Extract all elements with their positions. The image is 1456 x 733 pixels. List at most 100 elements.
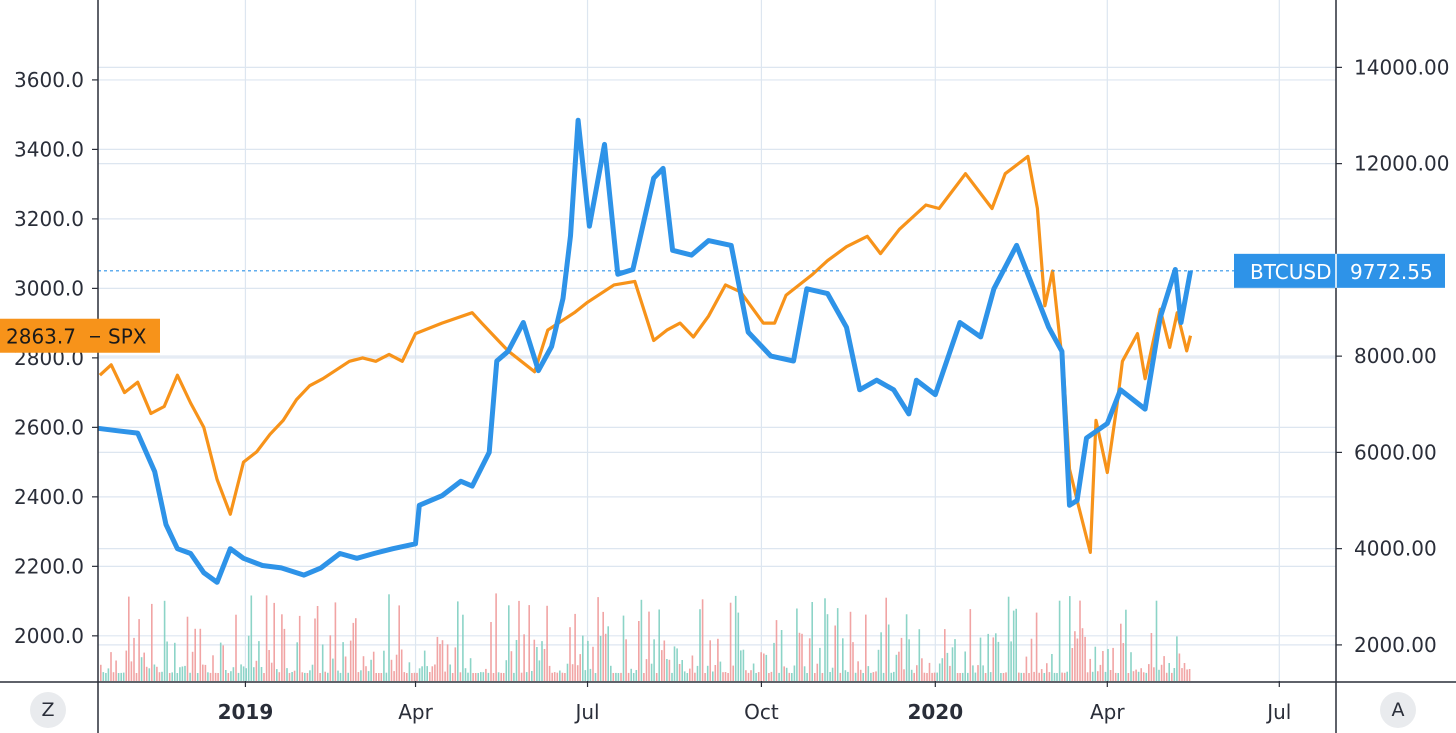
- volume-bar: [944, 629, 946, 681]
- volume-bar: [898, 651, 900, 681]
- volume-bar: [655, 673, 658, 681]
- volume-bar: [520, 672, 523, 681]
- volume-bar: [115, 660, 117, 681]
- volume-bar: [1186, 669, 1188, 681]
- volume-bar: [852, 642, 854, 681]
- volume-bar: [579, 654, 581, 681]
- volume-bar: [885, 597, 887, 681]
- volume-bar: [1140, 668, 1142, 681]
- volume-bar: [566, 663, 569, 681]
- log-scale-button-left[interactable]: Z: [30, 692, 66, 728]
- volume-bar: [288, 673, 291, 681]
- volume-bar: [610, 665, 612, 681]
- volume-bar: [1178, 653, 1181, 681]
- volume-bar: [487, 672, 490, 681]
- volume-bar: [689, 668, 691, 681]
- volume-bar: [768, 673, 770, 681]
- volume-bar: [196, 673, 199, 681]
- volume-bar: [788, 672, 791, 681]
- volume-bar: [921, 658, 923, 681]
- volume-bar: [1114, 672, 1117, 681]
- volume-bar: [712, 671, 714, 681]
- volume-bar: [719, 661, 722, 681]
- volume-bar: [709, 640, 711, 681]
- volume-bar: [1117, 673, 1119, 681]
- volume-bar: [632, 673, 635, 681]
- volume-bar: [225, 670, 227, 681]
- spx-price-tag: 2863.7 SPX: [0, 318, 160, 353]
- volume-bar: [887, 624, 890, 681]
- volume-bar: [120, 672, 122, 681]
- volume-bar: [811, 602, 813, 681]
- volume-bar: [525, 672, 528, 681]
- volume-bar: [528, 605, 530, 681]
- volume-bar: [510, 651, 513, 681]
- volume-bar: [910, 669, 913, 681]
- volume-bar: [1043, 673, 1046, 681]
- volume-bar: [311, 664, 314, 681]
- volume-bar: [355, 618, 357, 681]
- volume-bar: [1081, 628, 1084, 681]
- volume-bar: [1163, 656, 1165, 681]
- volume-bar: [875, 671, 877, 681]
- volume-bar: [882, 672, 885, 681]
- volume-bar: [599, 636, 602, 681]
- volume-bar: [212, 655, 214, 681]
- auto-scale-button-right[interactable]: A: [1380, 692, 1416, 728]
- volume-bar: [492, 673, 495, 681]
- volume-bar: [574, 613, 576, 681]
- volume-bar: [701, 599, 704, 681]
- volume-bar: [207, 672, 209, 681]
- volume-bar: [1000, 673, 1002, 681]
- volume-bar: [281, 614, 283, 681]
- volume-bar: [1015, 608, 1017, 681]
- volume-bar: [385, 672, 388, 681]
- volume-bar: [406, 673, 408, 681]
- volume-bar: [237, 672, 240, 681]
- volume-bar: [808, 638, 811, 681]
- volume-bar: [1084, 636, 1086, 681]
- volume-bar: [459, 672, 462, 681]
- volume-bar: [344, 656, 347, 681]
- grid: [98, 0, 1336, 681]
- volume-bar: [671, 672, 673, 681]
- volume-bar: [217, 673, 219, 681]
- volume-bar: [125, 650, 128, 681]
- volume-bar: [821, 673, 824, 681]
- volume-bar: [426, 666, 428, 681]
- volume-bar: [222, 645, 224, 681]
- volume-bar: [469, 658, 472, 681]
- volume-bar: [546, 605, 548, 681]
- volume-bar: [513, 672, 515, 681]
- volume-bar: [1112, 647, 1114, 681]
- volume-bar: [370, 659, 372, 681]
- right-axis-tick-label: 12000.00: [1354, 152, 1449, 176]
- volume-bar: [893, 671, 895, 681]
- volume-bar: [734, 595, 737, 681]
- volume-bar: [903, 669, 905, 681]
- volume-bar: [135, 673, 138, 681]
- volume-bar: [959, 673, 961, 681]
- volume-bar: [1048, 672, 1051, 681]
- x-axis-tick-label: 2020: [907, 700, 963, 724]
- volume-bar: [105, 673, 107, 681]
- x-axis-tick-label: Apr: [1090, 700, 1125, 724]
- volume-bar: [857, 661, 859, 681]
- volume-bar: [383, 650, 385, 681]
- right-axis-tick-label: 14000.00: [1354, 55, 1449, 79]
- volume-bar: [1020, 672, 1023, 681]
- volume-bar: [260, 667, 263, 681]
- volume-bar: [928, 662, 931, 681]
- volume-bar: [1086, 672, 1089, 681]
- volume-bar: [436, 636, 439, 681]
- volume-bar: [143, 652, 145, 681]
- volume-bar: [258, 641, 260, 681]
- volume-bar: [862, 673, 864, 681]
- volume-bar: [548, 665, 551, 681]
- volume-bar: [518, 600, 520, 681]
- volume-bar: [717, 638, 719, 681]
- volume-bar: [755, 673, 757, 681]
- volume-bar: [1188, 669, 1191, 681]
- volume-bar: [1165, 672, 1168, 681]
